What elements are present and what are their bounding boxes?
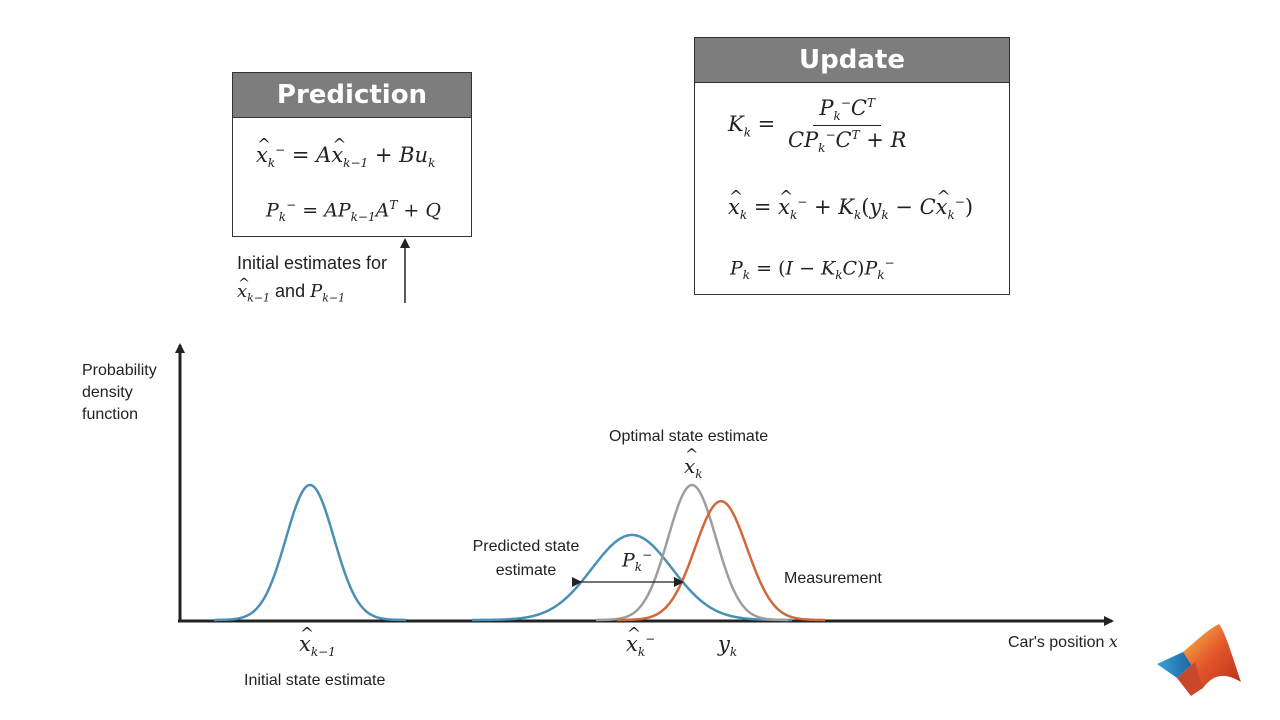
prediction-box: Prediction: [232, 72, 472, 237]
update-covariance-equation: Pk = (I − KkC)Pk−: [730, 256, 895, 283]
prediction-state-equation: xk− = Axk−1 + Buk: [256, 134, 435, 170]
y-axis-label: Probability density function: [82, 362, 157, 423]
optimal-estimate-label: Optimal state estimate: [609, 428, 769, 445]
matlab-logo-icon: [1157, 624, 1241, 696]
x-axis-label: Car's position x: [1008, 632, 1118, 651]
predicted-distribution-curve: [472, 533, 792, 622]
optimal-distribution-curve: [596, 483, 788, 622]
update-state-equation: xk = xk− + Kk(yk − Cxk−): [728, 186, 973, 222]
pk-minus-label: Pk−: [622, 548, 653, 575]
initial-distribution-curve: [214, 483, 406, 622]
predicted-estimate-label: Predicted state estimate: [472, 538, 580, 579]
initial-estimate-label: Initial state estimate: [244, 672, 386, 689]
xk-hat-label: xk: [684, 445, 703, 481]
initial-estimates-label: Initial estimates for xk−1 and Pk−1: [237, 249, 387, 313]
measurement-label: Measurement: [784, 570, 882, 587]
xk-minus-label: xk−: [626, 623, 655, 659]
prediction-title: Prediction: [233, 73, 471, 118]
update-gain-equation: Kk = Pk−CT CPk−CT + R: [728, 96, 907, 156]
xk1-hat-label: xk−1: [299, 623, 336, 659]
prediction-covariance-equation: Pk− = APk−1AT + Q: [266, 198, 441, 225]
update-box: Update: [694, 37, 1010, 295]
yk-label: yk: [718, 632, 738, 660]
measurement-distribution-curve: [616, 499, 826, 622]
update-title: Update: [695, 38, 1009, 83]
